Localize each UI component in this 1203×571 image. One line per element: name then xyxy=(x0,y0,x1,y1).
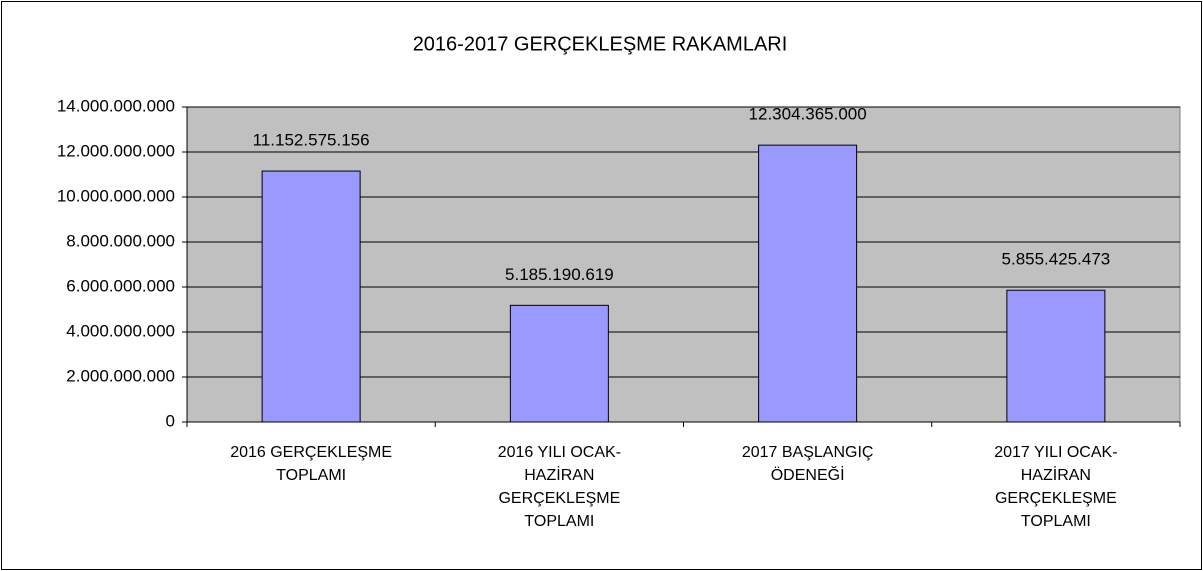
y-tick-label: 12.000.000.000 xyxy=(57,141,175,160)
x-tick-label: 2017 YILI OCAK-HAZİRAN GERÇEKLEŞME TOPLA… xyxy=(994,444,1118,530)
x-tick-label: 2016 GERÇEKLEŞME TOPLAMI xyxy=(230,444,393,484)
bar xyxy=(509,304,609,423)
y-tick-label: 4.000.000.000 xyxy=(66,321,175,340)
data-label: 11.152.575.156 xyxy=(253,131,370,150)
bar xyxy=(758,144,858,423)
x-tick-label: 2017 BAŞLANGIÇ ÖDENEĞİ xyxy=(741,444,874,484)
bar xyxy=(1006,289,1106,423)
data-label: 5.185.190.619 xyxy=(505,265,614,284)
y-tick-label: 2.000.000.000 xyxy=(66,366,175,385)
data-label: 5.855.425.473 xyxy=(1002,250,1111,269)
bar xyxy=(261,170,361,423)
data-label: 12.304.365.000 xyxy=(749,105,867,124)
x-tick-label: 2016 YILI OCAK-HAZİRAN GERÇEKLEŞME TOPLA… xyxy=(497,444,622,530)
y-tick-label: 8.000.000.000 xyxy=(66,231,175,250)
y-tick-label: 0 xyxy=(166,411,175,430)
chart-title: 2016-2017 GERÇEKLEŞME RAKAMLARI xyxy=(413,33,788,55)
y-tick-label: 10.000.000.000 xyxy=(57,186,175,205)
y-tick-label: 6.000.000.000 xyxy=(66,276,175,295)
y-tick-label: 14.000.000.000 xyxy=(57,96,175,115)
